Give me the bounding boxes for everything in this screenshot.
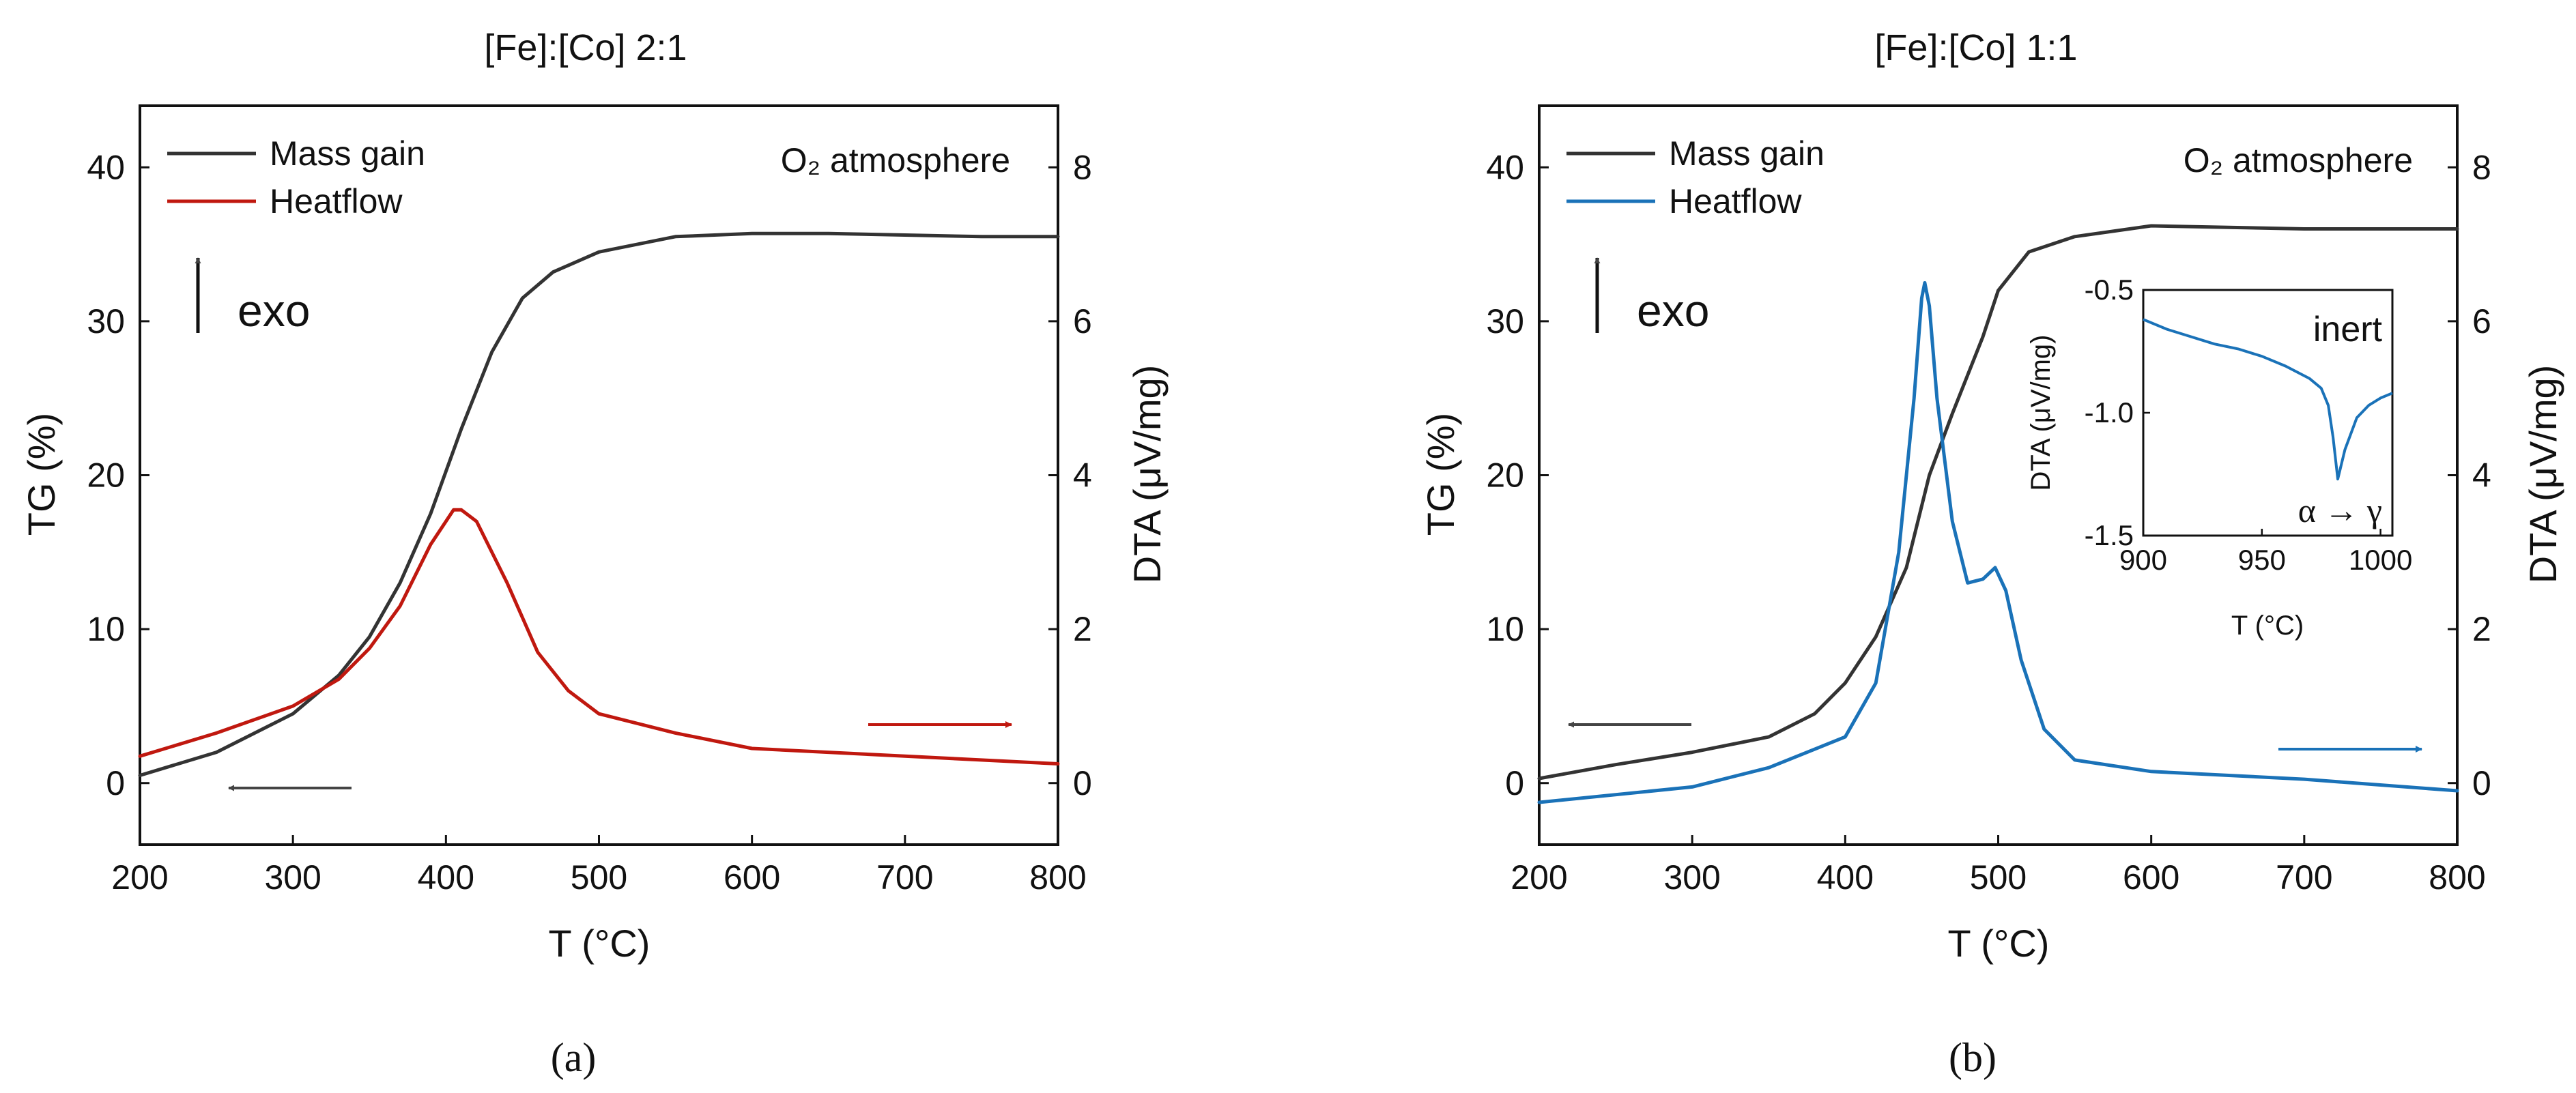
y-ticks: 0 10 20 30 40: [87, 148, 149, 802]
y2-tick-label: 4: [2472, 456, 2491, 495]
x-tick-label: 600: [724, 858, 780, 897]
y2-axis-label: DTA (μV/mg): [2521, 365, 2564, 584]
inset-y-tick-label: -0.5: [2085, 274, 2134, 306]
x-ticks: 200 300 400 500 600 700 800: [1511, 835, 2486, 897]
series-line-mass-gain: [1537, 224, 2459, 781]
exo-label: exo: [238, 285, 310, 336]
y2-axis-label: DTA (μV/mg): [1126, 365, 1169, 584]
inset-y-ticks: -0.5 -1.0 -1.5: [2085, 274, 2150, 551]
inset-frame: [2142, 289, 2394, 537]
inset-x-tick-label: 950: [2238, 544, 2286, 576]
inset-atmosphere-label: inert: [2313, 310, 2383, 349]
inset-chart: 900 950 1000 -0.5 -1.0 -1.5 T (°C) DTA (μV/m…: [2026, 274, 2412, 641]
x-ticks: 200 300 400 500 600 700 800: [111, 835, 1087, 897]
x-axis-label: T (°C): [549, 922, 650, 965]
inset-series-line: [2143, 318, 2393, 481]
x-tick-label: 400: [1817, 858, 1874, 897]
y2-tick-label: 8: [2472, 148, 2491, 186]
x-tick-label: 400: [418, 858, 474, 897]
panel-label: (a): [551, 1035, 597, 1080]
y-tick-label: 40: [1486, 148, 1524, 186]
series-line-heatflow: [1537, 281, 2459, 804]
y2-tick-label: 6: [1073, 302, 1092, 340]
inset-y-tick-label: -1.0: [2085, 396, 2134, 428]
y2-tick-label: 2: [1073, 610, 1092, 648]
x-tick-label: 200: [1511, 858, 1567, 897]
panel-label: (b): [1949, 1035, 1997, 1080]
inset-x-axis-label: T (°C): [2231, 611, 2304, 641]
inset-x-tick-label: 1000: [2349, 544, 2412, 576]
x-tick-label: 700: [2276, 858, 2332, 897]
series-lines: [138, 231, 1060, 777]
y2-tick-label: 0: [1073, 764, 1092, 802]
x-tick-label: 300: [264, 858, 321, 897]
chart-title: [Fe]:[Co] 2:1: [484, 27, 687, 68]
chart-title: [Fe]:[Co] 1:1: [1874, 27, 2077, 68]
y-tick-label: 30: [87, 302, 125, 340]
legend-label-heatflow: Heatflow: [1669, 182, 1802, 220]
inset-x-ticks: 900 950 1000: [2119, 529, 2412, 576]
y2-ticks: 0 2 4 6 8: [2448, 148, 2491, 802]
y-axis-label: TG (%): [20, 413, 63, 536]
legend-label-mass-gain: Mass gain: [1669, 134, 1824, 173]
y2-tick-label: 4: [1073, 456, 1092, 495]
x-tick-label: 600: [2123, 858, 2179, 897]
y2-tick-label: 2: [2472, 610, 2491, 648]
y2-tick-label: 0: [2472, 764, 2491, 802]
y-tick-label: 30: [1486, 302, 1524, 340]
panel-b: [Fe]:[Co] 1:1 200 300 400 500 600 700 800 0102…: [1419, 27, 2564, 1080]
x-tick-label: 800: [1029, 858, 1086, 897]
series-lines: [1537, 224, 2459, 804]
y-tick-label: 20: [1486, 456, 1524, 495]
transition-label: α → γ: [2298, 491, 2382, 529]
inset-y-axis-label: DTA (μV/mg): [2026, 335, 2056, 491]
exo-label: exo: [1637, 285, 1709, 336]
x-tick-label: 300: [1663, 858, 1720, 897]
y-tick-label: 0: [1505, 764, 1524, 802]
y-tick-label: 20: [87, 456, 125, 495]
legend: Mass gain Heatflow: [167, 134, 425, 220]
x-tick-label: 500: [1970, 858, 2027, 897]
panel-a: [Fe]:[Co] 2:1 200 300 400 500 600 700 800 0102…: [20, 27, 1169, 1080]
y2-ticks: 0 2 4 6 8: [1048, 148, 1092, 802]
y-tick-label: 40: [87, 148, 125, 186]
x-tick-label: 800: [2429, 858, 2485, 897]
x-axis-label: T (°C): [1948, 922, 2050, 965]
x-tick-label: 200: [111, 858, 168, 897]
x-tick-label: 700: [876, 858, 933, 897]
y-tick-label: 10: [1486, 610, 1524, 648]
y-tick-label: 10: [87, 610, 125, 648]
legend: Mass gain Heatflow: [1566, 134, 1824, 220]
y-ticks: 0 10 20 30 40: [1486, 148, 1549, 802]
inset-x-tick-label: 900: [2119, 544, 2167, 576]
inset-y-tick-label: -1.5: [2085, 519, 2134, 551]
atmosphere-label: O₂ atmosphere: [781, 141, 1010, 179]
atmosphere-label: O₂ atmosphere: [2184, 141, 2413, 179]
y2-tick-label: 6: [2472, 302, 2491, 340]
series-line-heatflow: [138, 508, 1060, 766]
x-tick-label: 500: [571, 858, 627, 897]
y-axis-label: TG (%): [1419, 413, 1462, 536]
y2-tick-label: 8: [1073, 148, 1092, 186]
y-tick-label: 0: [106, 764, 125, 802]
legend-label-mass-gain: Mass gain: [270, 134, 425, 173]
inset-series: [2143, 318, 2393, 481]
legend-label-heatflow: Heatflow: [270, 182, 403, 220]
